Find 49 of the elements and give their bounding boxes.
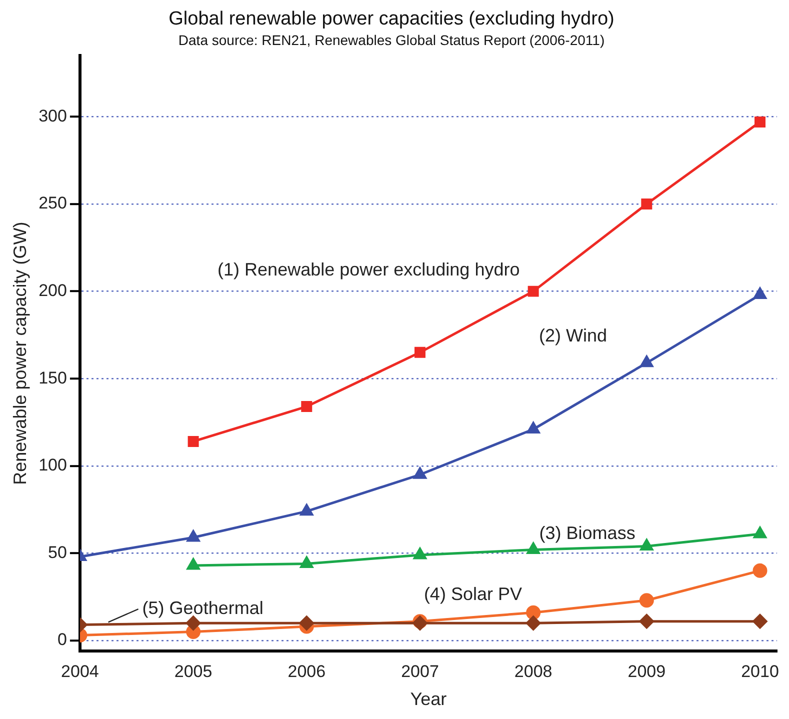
x-axis-title: Year	[410, 689, 447, 710]
point	[301, 401, 312, 412]
series-label: (3) Biomass	[539, 522, 636, 543]
point	[640, 356, 654, 368]
y-tick-label: 200	[38, 281, 67, 300]
point	[526, 605, 541, 620]
y-axis-title: Renewable power capacity (GW)	[10, 222, 30, 485]
series-label: (5) Geothermal	[142, 598, 264, 618]
x-tick-label: 2005	[174, 662, 212, 681]
series-label: (2) Wind	[538, 326, 607, 346]
point	[526, 616, 541, 630]
y-tick-label: 100	[38, 456, 67, 475]
point	[754, 526, 766, 538]
point	[414, 548, 426, 560]
point	[528, 286, 539, 297]
point	[526, 542, 540, 554]
point	[641, 198, 652, 210]
x-tick-label: 2009	[628, 662, 666, 681]
y-tick-label: 150	[38, 368, 67, 388]
y-tick-label: 0	[57, 630, 67, 650]
point	[639, 593, 654, 608]
point	[640, 538, 654, 550]
chart-subtitle: Data source: REN21, Renewables Global Status Report (2006-2011)	[178, 32, 605, 48]
chart-title: Global renewable power capacities (excluding hydro)	[168, 8, 614, 30]
point	[752, 563, 768, 578]
y-tick-label: 300	[38, 106, 67, 126]
x-tick-label: 2010	[741, 662, 779, 681]
series-label: (1) Renewable power excluding hydro	[218, 259, 520, 280]
x-tick-label: 2007	[401, 662, 439, 681]
point	[754, 288, 766, 300]
point	[414, 346, 426, 358]
point	[526, 422, 540, 434]
point	[186, 616, 201, 630]
y-tick-label: 250	[38, 194, 67, 213]
point	[299, 616, 314, 630]
point	[300, 556, 314, 568]
point	[754, 116, 766, 128]
point	[639, 614, 654, 629]
point	[414, 467, 426, 479]
point	[188, 436, 199, 447]
x-tick-label: 2006	[288, 662, 326, 681]
point	[186, 558, 200, 570]
x-tick-label: 2004	[61, 662, 99, 681]
x-tick-label: 2008	[514, 662, 552, 681]
y-tick-label: 50	[48, 542, 67, 562]
point	[300, 504, 314, 516]
point	[186, 530, 200, 542]
series-label: (4) Solar PV	[424, 584, 522, 604]
point	[752, 614, 768, 629]
